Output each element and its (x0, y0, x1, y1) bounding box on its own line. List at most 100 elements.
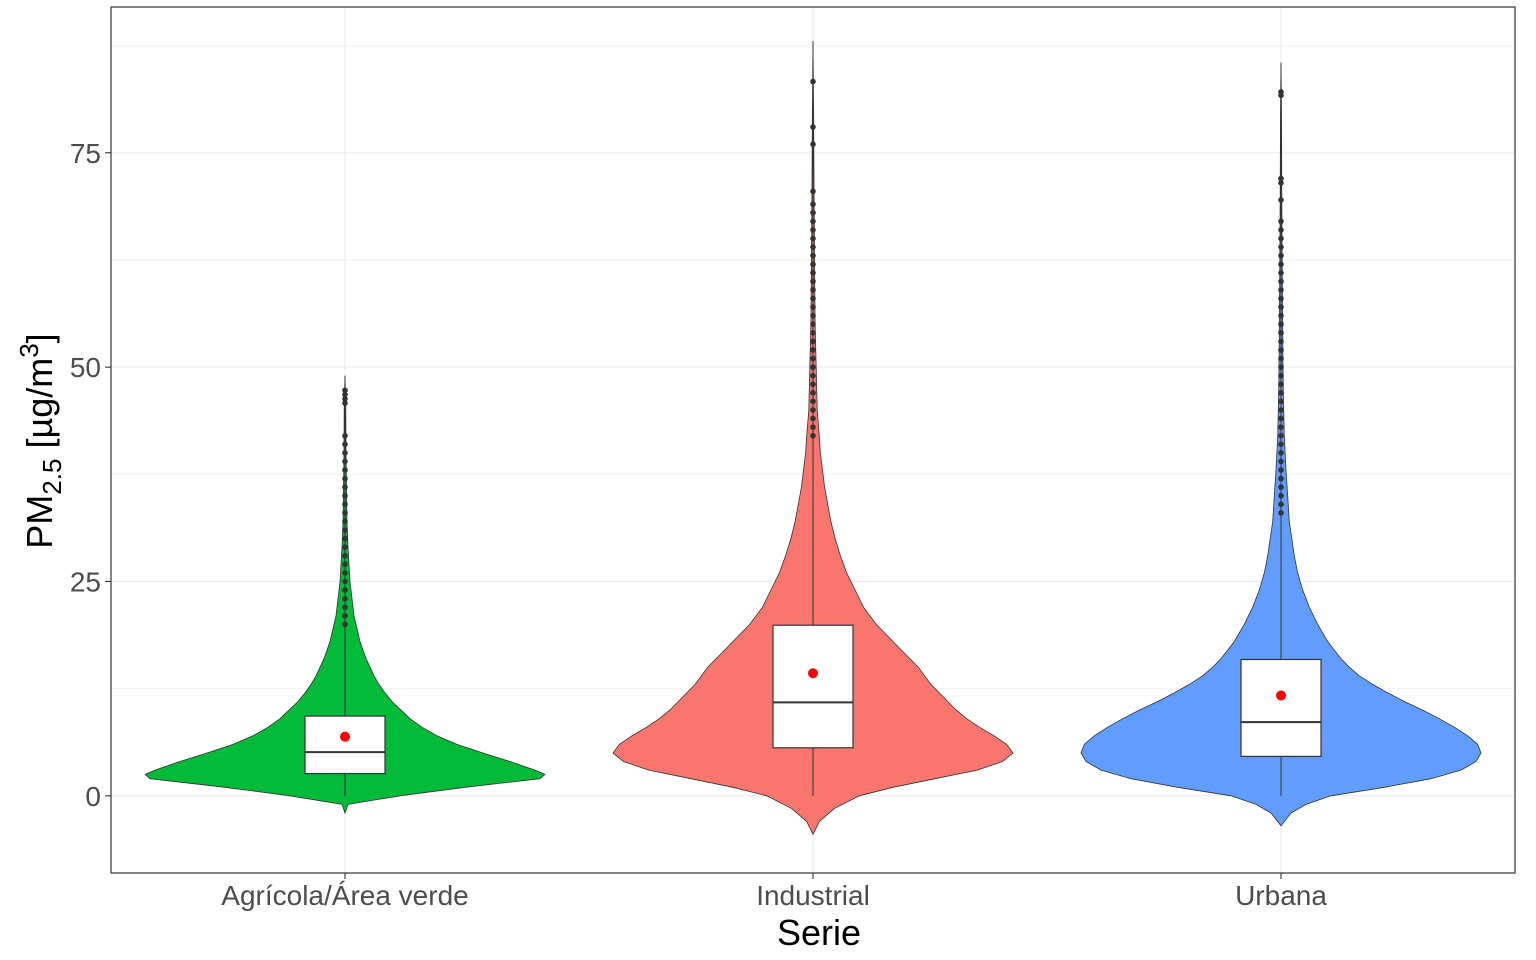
outlier-point (810, 278, 816, 285)
outlier-point (1278, 227, 1284, 233)
y-tick-label: 0 (85, 781, 101, 812)
outlier-point (1278, 197, 1284, 203)
outlier-point (810, 415, 816, 422)
outlier-point (810, 124, 816, 130)
outlier-point (1278, 304, 1284, 310)
outlier-point (1278, 338, 1284, 345)
outlier-point (1278, 89, 1284, 95)
outlier-point (810, 304, 816, 310)
outlier-point (810, 321, 816, 328)
outlier-point (342, 561, 348, 568)
outlier-point (1278, 458, 1284, 465)
outlier-point (342, 396, 348, 402)
outlier-point (342, 535, 348, 542)
outlier-point (342, 595, 348, 602)
outlier-point (1278, 450, 1284, 456)
outlier-point (1278, 432, 1284, 439)
outlier-point (342, 458, 348, 465)
outlier-point (810, 372, 816, 379)
outlier-point (342, 391, 348, 398)
outlier-point (810, 261, 816, 268)
box (772, 624, 854, 749)
outlier-point (1278, 278, 1284, 285)
boxplots (304, 41, 1322, 796)
outlier-point (342, 518, 348, 525)
outlier-point (810, 188, 816, 195)
outlier-point (342, 400, 348, 406)
outlier-point (810, 252, 816, 259)
outlier-point (1278, 441, 1284, 448)
outlier-point (342, 501, 348, 508)
outlier-point (810, 390, 816, 396)
outlier-point (810, 364, 816, 370)
outlier-point (810, 270, 816, 276)
y-tick-label: 75 (70, 138, 101, 169)
outlier-point (810, 432, 816, 439)
y-axis-title: PM2.5 [µg/m3] (14, 333, 67, 548)
y-axis-title-subscript: 2.5 (37, 459, 67, 495)
outlier-point (1278, 510, 1284, 516)
outlier-point (1278, 467, 1284, 473)
mean-point (1276, 690, 1286, 701)
outlier-point (1278, 218, 1284, 225)
outlier-point (810, 244, 816, 250)
outlier-point (1278, 321, 1284, 328)
outlier-point (1278, 390, 1284, 396)
mean-point (340, 731, 350, 742)
outlier-point (810, 347, 816, 353)
box (1240, 658, 1322, 757)
outlier-point (1278, 179, 1284, 186)
outlier-point (810, 235, 816, 242)
outlier-point (342, 441, 348, 448)
outlier-point (1278, 492, 1284, 499)
outlier-point (1278, 252, 1284, 259)
outlier-point (1278, 424, 1284, 430)
outlier-point (1278, 407, 1284, 413)
outlier-point (1278, 312, 1284, 319)
outlier-point (810, 209, 816, 216)
y-tick-label: 25 (70, 566, 101, 597)
outlier-point (342, 475, 348, 482)
outlier-point (342, 587, 348, 593)
outlier-point (1278, 295, 1284, 302)
outlier-point (810, 78, 816, 85)
y-tick-label: 50 (70, 352, 101, 383)
outlier-point (1278, 398, 1284, 405)
outlier-point (810, 312, 816, 319)
outlier-point (342, 612, 348, 619)
outlier-point (1278, 244, 1284, 250)
outlier-point (810, 287, 816, 293)
outlier-point (810, 424, 816, 430)
y-axis-title-unit-close: ] (19, 333, 60, 343)
x-tick-label: Urbana (1235, 880, 1327, 911)
outlier-point (810, 227, 816, 233)
outlier-point (810, 201, 816, 208)
outlier-point (1278, 364, 1284, 370)
outlier-point (810, 218, 816, 225)
outlier-point (1278, 330, 1284, 336)
outlier-point (342, 527, 348, 533)
outlier-point (1278, 175, 1284, 182)
y-axis: 0 25 50 75 (70, 138, 111, 812)
outlier-point (1278, 287, 1284, 293)
outlier-point (1278, 347, 1284, 353)
outlier-point (342, 450, 348, 456)
outlier-point (342, 604, 348, 610)
outlier-point (342, 467, 348, 473)
outlier-point (1278, 235, 1284, 242)
outlier-point (342, 578, 348, 585)
outlier-point (1278, 270, 1284, 276)
outlier-point (810, 398, 816, 405)
outlier-point (342, 510, 348, 516)
outlier-point (1278, 475, 1284, 482)
outlier-point (1278, 261, 1284, 268)
y-axis-title-prefix: PM (19, 495, 60, 549)
outlier-point (810, 355, 816, 362)
outlier-point (1278, 355, 1284, 362)
outlier-point (1278, 372, 1284, 379)
outlier-point (1278, 381, 1284, 388)
x-tick-label: Industrial (756, 880, 870, 911)
outlier-point (810, 338, 816, 345)
outlier-point (342, 484, 348, 490)
